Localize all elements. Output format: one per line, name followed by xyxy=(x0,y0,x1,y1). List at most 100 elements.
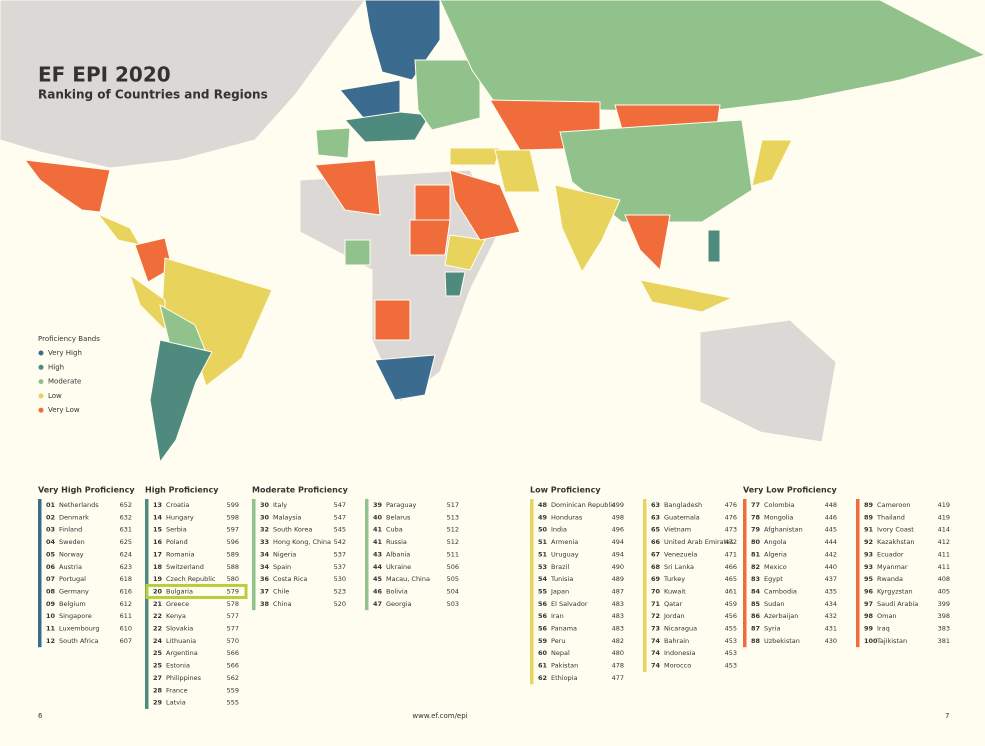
country: Switzerland xyxy=(166,563,204,571)
country: Macau, China xyxy=(386,575,430,583)
country: South Africa xyxy=(59,637,99,645)
score: 597 xyxy=(227,526,239,534)
country: Nepal xyxy=(551,649,570,657)
highlight xyxy=(145,583,248,599)
country: Myanmar xyxy=(877,563,908,571)
rank: 46 xyxy=(373,587,383,595)
score: 478 xyxy=(612,662,624,670)
score: 506 xyxy=(447,563,459,571)
country: Bangladesh xyxy=(664,501,702,509)
score: 414 xyxy=(938,526,950,534)
rank: 79 xyxy=(751,526,761,534)
country: Panama xyxy=(551,625,577,633)
score: 566 xyxy=(227,649,239,657)
rank: 47 xyxy=(373,600,382,608)
country: Mongolia xyxy=(764,513,793,521)
score: 624 xyxy=(120,550,132,558)
score: 490 xyxy=(612,563,624,571)
country: Belarus xyxy=(386,513,411,521)
score: 456 xyxy=(725,612,737,620)
score: 465 xyxy=(725,575,737,583)
score: 537 xyxy=(334,563,346,571)
group-title: Very High Proficiency xyxy=(38,486,135,495)
rank: 60 xyxy=(538,649,548,657)
rank: 50 xyxy=(538,526,548,534)
country: Croatia xyxy=(166,501,189,509)
rank: 40 xyxy=(373,513,383,521)
score: 476 xyxy=(725,513,737,521)
country: Sudan xyxy=(764,600,784,608)
band-bar xyxy=(145,499,149,709)
country: Costa Rica xyxy=(273,575,307,583)
score: 476 xyxy=(725,501,737,509)
legend-label: Very High xyxy=(48,349,82,357)
country: Iraq xyxy=(877,625,890,633)
country: South Korea xyxy=(273,526,312,534)
country: Kazakhstan xyxy=(877,538,914,546)
score: 578 xyxy=(227,600,239,608)
score: 555 xyxy=(227,699,239,707)
country: Cuba xyxy=(386,526,403,534)
page-number: 6 xyxy=(38,712,43,720)
rank: 85 xyxy=(751,600,761,608)
country: Luxembourg xyxy=(59,625,100,633)
score: 596 xyxy=(227,538,239,546)
score: 480 xyxy=(612,649,624,657)
country: Venezuela xyxy=(664,550,697,558)
world-map xyxy=(0,0,985,464)
rank: 01 xyxy=(46,501,56,509)
rank: 07 xyxy=(46,575,55,583)
band-bar xyxy=(856,499,860,648)
rank: 99 xyxy=(864,625,874,633)
group-title: Moderate Proficiency xyxy=(252,486,349,495)
band-bar xyxy=(643,499,647,672)
score: 599 xyxy=(227,501,239,509)
rank: 09 xyxy=(46,600,56,608)
country: Bulgaria xyxy=(166,587,193,595)
rank: 39 xyxy=(373,501,383,509)
rank: 41 xyxy=(373,538,383,546)
country: Uzbekistan xyxy=(764,637,800,645)
country: Cameroon xyxy=(877,501,910,509)
score: 530 xyxy=(334,575,346,583)
country: Portugal xyxy=(59,575,86,583)
score: 411 xyxy=(938,550,950,558)
rank: 13 xyxy=(153,501,162,509)
score: 445 xyxy=(825,526,837,534)
country: Lithuania xyxy=(166,637,196,645)
score: 652 xyxy=(120,501,132,509)
score: 570 xyxy=(227,637,239,645)
country: Bahrain xyxy=(664,637,689,645)
score: 523 xyxy=(334,587,346,595)
score: 520 xyxy=(334,600,346,608)
country: Algeria xyxy=(764,550,787,558)
country: Russia xyxy=(386,538,407,546)
country: Thailand xyxy=(876,513,905,521)
score: 448 xyxy=(825,501,837,509)
country: Nicaragua xyxy=(664,625,697,633)
rank: 36 xyxy=(260,575,270,583)
rank: 32 xyxy=(260,526,269,534)
rank: 19 xyxy=(153,575,163,583)
country: Chile xyxy=(273,587,289,595)
country: Nigeria xyxy=(273,550,296,558)
rank: 22 xyxy=(153,625,162,633)
score: 547 xyxy=(334,513,346,521)
score: 489 xyxy=(612,575,624,583)
rank: 27 xyxy=(153,674,162,682)
rank: 93 xyxy=(864,563,873,571)
rank: 51 xyxy=(538,538,548,546)
rank: 63 xyxy=(651,501,660,509)
country: Syria xyxy=(764,625,780,633)
country: Hungary xyxy=(166,513,194,521)
score: 432 xyxy=(825,612,837,620)
country: Iran xyxy=(551,612,564,620)
score: 505 xyxy=(447,575,459,583)
rank: 74 xyxy=(651,637,661,645)
score: 503 xyxy=(447,600,459,608)
legend-dot xyxy=(38,407,44,413)
rank: 18 xyxy=(153,563,163,571)
rank: 53 xyxy=(538,563,547,571)
rank: 67 xyxy=(651,550,660,558)
